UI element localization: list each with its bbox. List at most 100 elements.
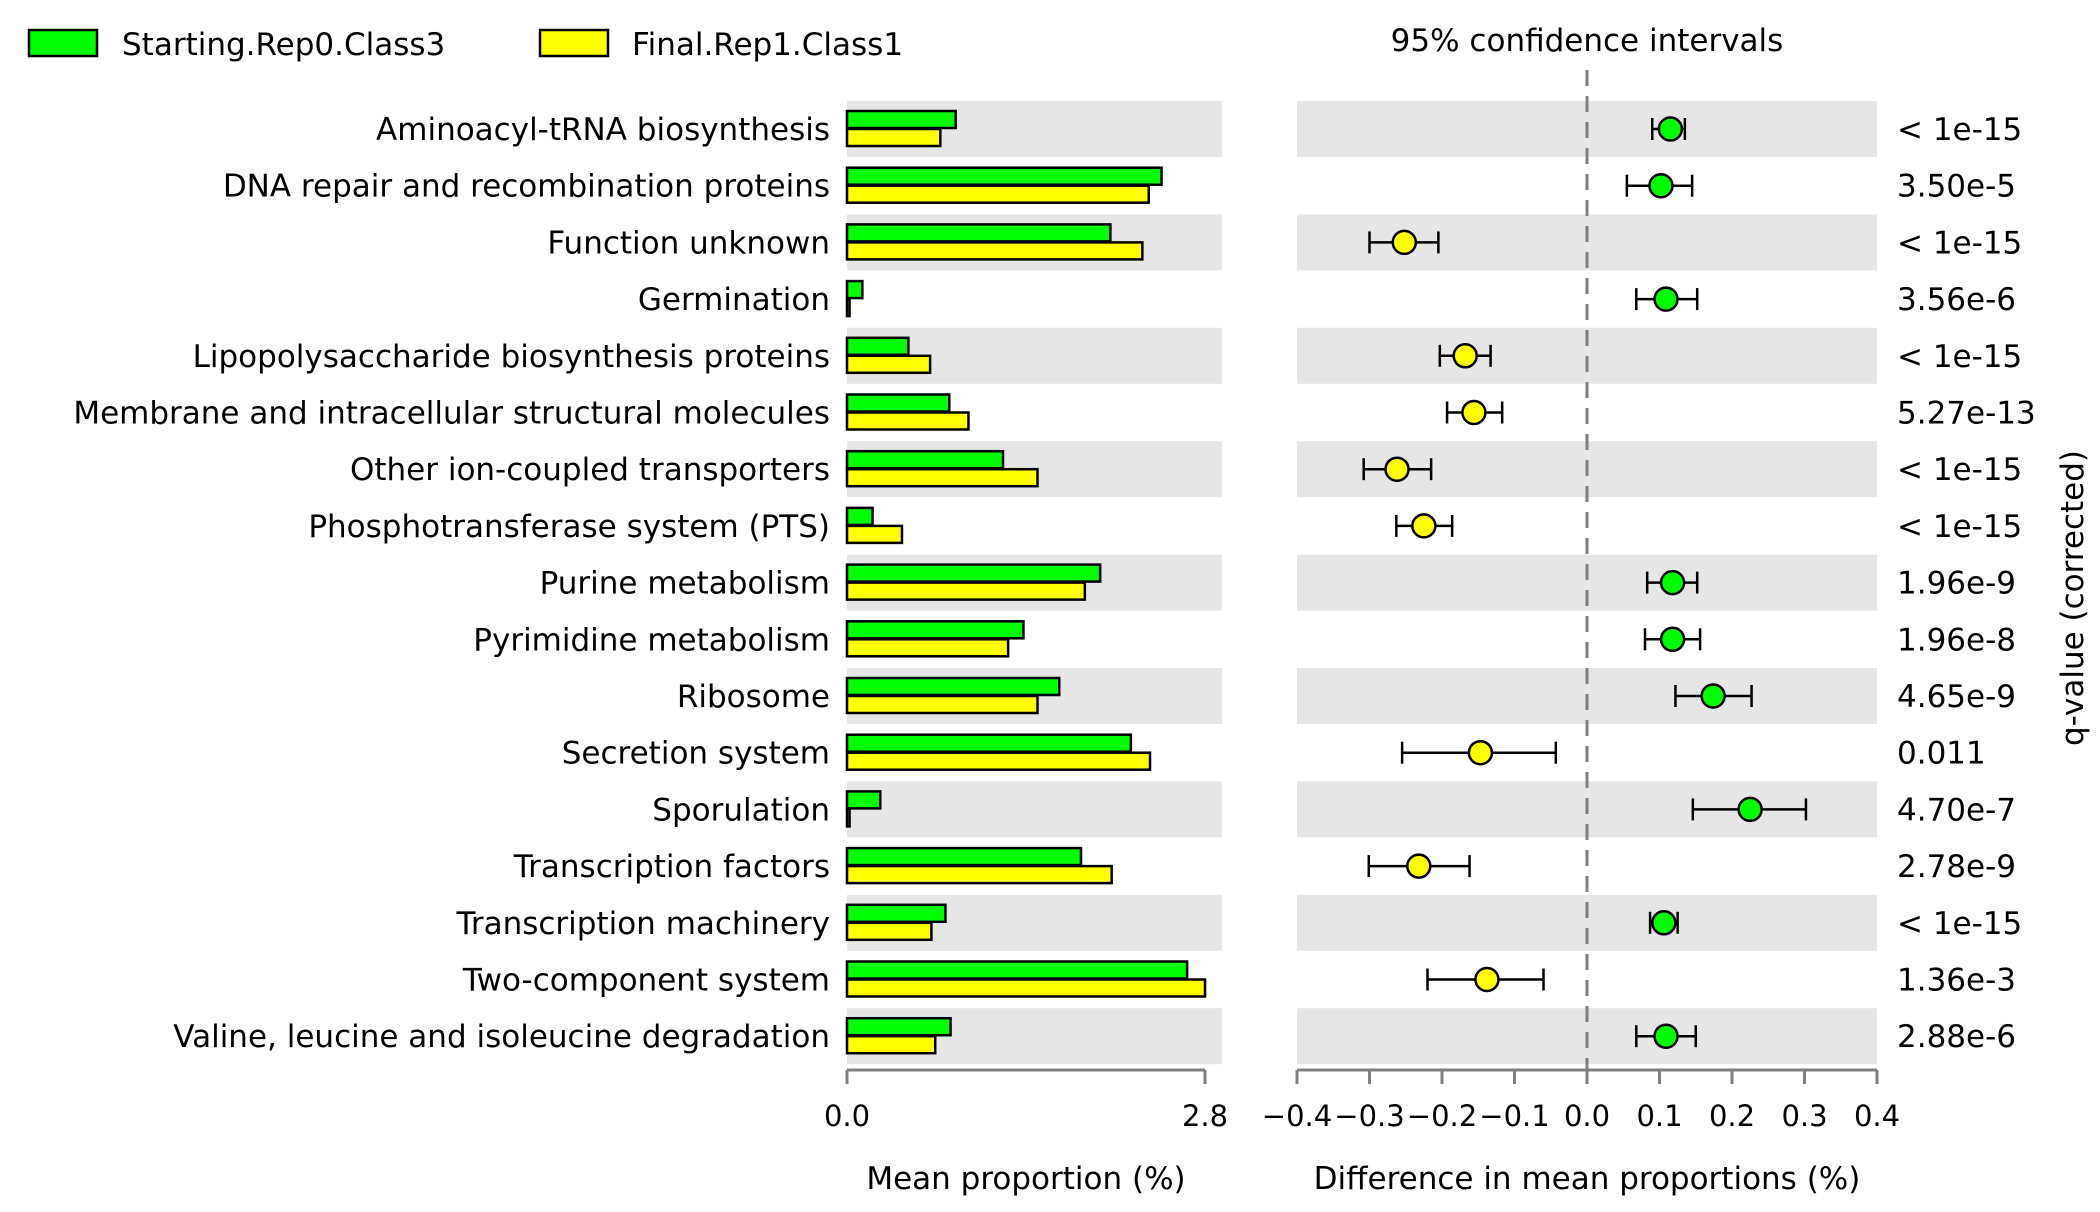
- ci-point: [1659, 626, 1686, 653]
- bar-panel-band: [847, 781, 1222, 838]
- ci-point: [1452, 343, 1478, 369]
- bar-starting: [845, 336, 910, 357]
- category-label: Two-component system: [462, 963, 830, 999]
- legend: Starting.Rep0.Class3 Final.Rep1.Class1: [27, 27, 903, 63]
- category-label: Phosphotransferase system (PTS): [308, 509, 830, 545]
- ci-point: [1737, 796, 1763, 823]
- category-label: Lipopolysaccharide biosynthesis proteins: [193, 339, 830, 375]
- bar-final: [845, 127, 942, 148]
- category-label: Membrane and intracellular structural mo…: [73, 396, 830, 432]
- ci-point: [1461, 399, 1487, 426]
- q-value: 2.78e-9: [1897, 849, 2016, 885]
- q-value: < 1e-15: [1897, 452, 2022, 488]
- bar-starting: [845, 449, 1005, 470]
- bar-final: [845, 411, 970, 431]
- bar-final: [845, 694, 1039, 715]
- q-value-column: < 1e-15 3.50e-5 < 1e-15 3.56e-6 < 1e-15 5.27e…: [1897, 112, 2036, 1055]
- bar-x-tick-label: 2.8: [1182, 1099, 1228, 1133]
- category-label: Valine, leucine and isoleucine degradati…: [173, 1019, 830, 1055]
- category-labels: Aminoacyl-tRNA biosynthesis DNA repair an…: [73, 112, 830, 1055]
- ci-x-tick-label: 0.3: [1781, 1099, 1827, 1133]
- q-value: < 1e-15: [1897, 112, 2022, 148]
- ci-x-tick-label: −0.4: [1262, 1099, 1332, 1133]
- bar-starting: [845, 563, 1102, 583]
- category-label: Sporulation: [652, 792, 830, 828]
- bar-starting: [845, 733, 1133, 753]
- q-value: 4.65e-9: [1897, 679, 2016, 715]
- bar-starting: [845, 676, 1061, 697]
- bar-final: [845, 921, 933, 942]
- bar-final: [845, 184, 1150, 204]
- ci-point: [1467, 739, 1494, 766]
- legend-label-starting: Starting.Rep0.Class3: [122, 27, 445, 63]
- confidence-interval-plot: [1362, 116, 1808, 1049]
- legend-label-final: Final.Rep1.Class1: [632, 27, 903, 63]
- bar-final: [845, 864, 1113, 885]
- bar-starting: [845, 620, 1025, 640]
- bar-starting: [845, 903, 947, 924]
- q-value: 4.70e-7: [1897, 792, 2016, 828]
- bar-final: [845, 978, 1207, 998]
- bar-final: [845, 241, 1144, 261]
- q-value: 1.96e-9: [1897, 566, 2016, 602]
- bar-final: [845, 524, 904, 545]
- mean-proportion-bars: [845, 109, 1207, 1055]
- q-value: < 1e-15: [1897, 225, 2022, 261]
- bar-final: [845, 581, 1087, 601]
- bar-starting: [845, 506, 874, 527]
- ci-point: [1384, 456, 1410, 482]
- legend-swatch-starting: [27, 28, 99, 58]
- ci-point: [1653, 286, 1679, 312]
- category-label: Germination: [638, 282, 830, 318]
- ci-x-tick-label: −0.3: [1334, 1099, 1404, 1133]
- ci-point: [1391, 229, 1418, 256]
- ci-point: [1653, 1023, 1679, 1049]
- bar-final: [845, 751, 1152, 771]
- q-value-axis-title: q-value (corrected): [2055, 450, 2091, 746]
- ci-point: [1659, 569, 1686, 596]
- bar-starting: [845, 166, 1163, 186]
- ci-x-tick-label: 0.0: [1564, 1099, 1610, 1133]
- category-label: Transcription machinery: [455, 906, 830, 942]
- ci-point: [1411, 513, 1437, 539]
- ci-point: [1657, 116, 1684, 142]
- bar-final: [845, 297, 851, 318]
- ci-point: [1406, 853, 1432, 879]
- ci-x-tick-label: 0.1: [1636, 1099, 1682, 1133]
- ci-axis-title: Difference in mean proportions (%): [1314, 1161, 1861, 1197]
- bar-starting: [845, 279, 864, 300]
- bar-starting: [845, 109, 957, 130]
- category-label: Other ion-coupled transporters: [350, 452, 830, 488]
- ci-point: [1474, 966, 1500, 993]
- category-label: Ribosome: [677, 679, 830, 715]
- legend-swatch-final: [538, 28, 610, 58]
- q-value: < 1e-15: [1897, 509, 2022, 545]
- bar-final: [845, 1034, 937, 1055]
- bar-final: [845, 808, 851, 828]
- ci-point: [1700, 683, 1726, 709]
- ci-point: [1651, 910, 1677, 936]
- bar-final: [845, 638, 1010, 658]
- bar-starting: [845, 1016, 952, 1037]
- bar-axis-title: Mean proportion (%): [866, 1161, 1185, 1197]
- ci-x-tick-label: 0.2: [1709, 1099, 1755, 1133]
- ci-panel-title: 95% confidence intervals: [1391, 23, 1784, 59]
- q-value: 1.96e-8: [1897, 622, 2016, 658]
- q-value: 1.36e-3: [1897, 963, 2016, 999]
- ci-x-tick-label: 0.4: [1854, 1099, 1900, 1133]
- q-value: 3.50e-5: [1897, 169, 2016, 205]
- ci-x-tick-label: −0.1: [1479, 1099, 1549, 1133]
- axes: 0.0 2.8 −0.4 −0.3 −0.2 −0.1 0.0 0.1 0.2 0.3 0.4: [824, 70, 1900, 1133]
- q-value: < 1e-15: [1897, 906, 2022, 942]
- ci-point: [1648, 172, 1674, 199]
- q-value: 0.011: [1897, 736, 1986, 772]
- category-label: Aminoacyl-tRNA biosynthesis: [376, 112, 830, 148]
- bar-final: [845, 354, 932, 375]
- bar-starting: [845, 846, 1083, 867]
- category-label: Secretion system: [562, 736, 830, 772]
- bar-starting: [845, 223, 1112, 243]
- bar-x-tick-label: 0.0: [824, 1099, 870, 1133]
- category-label: DNA repair and recombination proteins: [223, 169, 830, 205]
- category-label: Transcription factors: [513, 849, 830, 885]
